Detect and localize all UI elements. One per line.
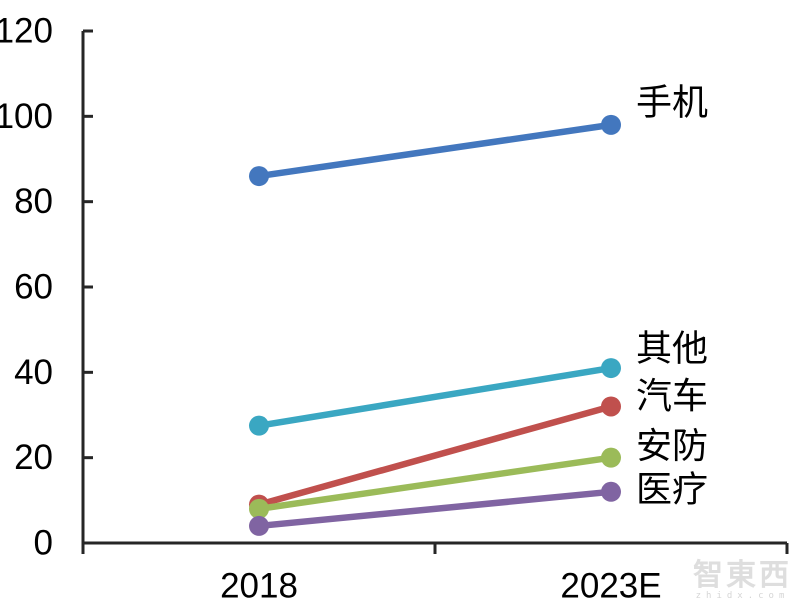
series-marker-other <box>601 358 621 379</box>
series-line-other <box>255 364 615 429</box>
y-tick-label: 0 <box>34 524 53 563</box>
series-marker-security <box>601 447 621 468</box>
y-tick-label: 60 <box>14 268 53 307</box>
series-marker-security <box>249 498 269 519</box>
series-line-security <box>255 454 615 513</box>
y-tick-label: 120 <box>0 12 53 51</box>
series-label-auto: 汽车 <box>636 376 708 417</box>
series-line-phone <box>255 121 615 180</box>
y-tick-label: 40 <box>14 353 53 392</box>
series-label-other: 其他 <box>636 329 708 370</box>
y-tick-label: 100 <box>0 97 53 136</box>
series-label-medical: 医疗 <box>636 469 708 510</box>
y-tick-label: 80 <box>14 182 53 221</box>
series-marker-phone <box>601 114 621 135</box>
series-marker-other <box>249 415 269 436</box>
x-tick-label: 2023E <box>560 567 661 606</box>
series-marker-medical <box>249 515 269 536</box>
series-marker-phone <box>249 166 269 187</box>
series-label-security: 安防 <box>636 426 708 467</box>
series-marker-medical <box>601 481 621 502</box>
x-tick-label: 2018 <box>220 567 298 606</box>
series-line-auto <box>255 403 615 508</box>
series-marker-auto <box>601 396 621 417</box>
series-label-phone: 手机 <box>636 82 708 123</box>
y-tick-label: 20 <box>14 438 53 477</box>
series-line-medical <box>255 488 615 530</box>
